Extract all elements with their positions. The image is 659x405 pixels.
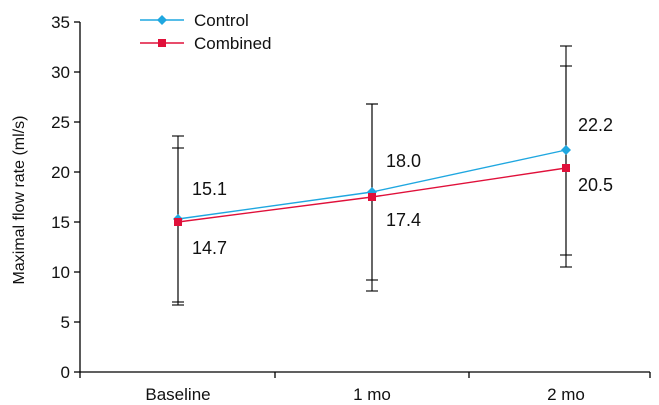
legend: Control Combined [140, 11, 272, 53]
data-label-control: 18.0 [386, 151, 421, 171]
y-tick-label: 5 [61, 313, 70, 332]
series-markers [173, 145, 571, 226]
y-tick-label: 15 [51, 213, 70, 232]
data-labels: 15.1 18.0 22.2 14.7 17.4 20.5 [192, 115, 613, 258]
data-label-control: 15.1 [192, 179, 227, 199]
data-label-combined: 20.5 [578, 175, 613, 195]
marker-combined [174, 218, 182, 226]
y-tick-label: 0 [61, 363, 70, 382]
marker-combined [562, 164, 570, 172]
x-tick-label: Baseline [145, 385, 210, 404]
marker-control [561, 145, 571, 155]
data-label-control: 22.2 [578, 115, 613, 135]
data-label-combined: 14.7 [192, 238, 227, 258]
data-label-combined: 17.4 [386, 210, 421, 230]
y-tick-label: 30 [51, 63, 70, 82]
legend-label-control: Control [194, 11, 249, 30]
y-tick-label: 35 [51, 13, 70, 32]
marker-combined [368, 193, 376, 201]
y-tick-label: 25 [51, 113, 70, 132]
legend-label-combined: Combined [194, 34, 272, 53]
legend-marker-control [157, 15, 167, 25]
y-tick-label: 20 [51, 163, 70, 182]
y-tick-label: 10 [51, 263, 70, 282]
x-tick-label: 2 mo [547, 385, 585, 404]
legend-marker-combined [158, 39, 166, 47]
axes: 0 5 10 15 20 25 30 35 Baseline 1 mo 2 mo [51, 13, 651, 404]
x-tick-label: 1 mo [353, 385, 391, 404]
y-axis-label: Maximal flow rate (ml/s) [11, 116, 28, 285]
